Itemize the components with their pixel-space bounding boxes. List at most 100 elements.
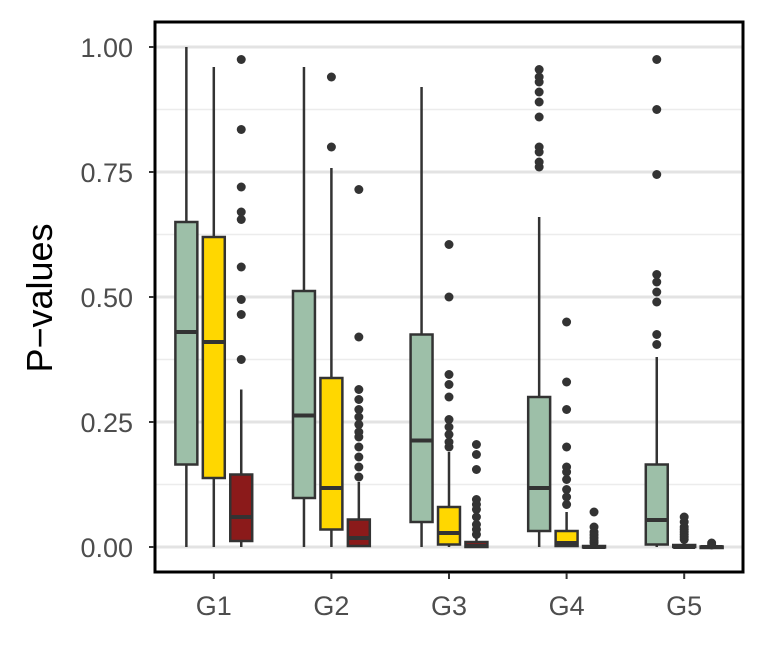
y-tick-label: 1.00 — [80, 33, 133, 63]
outlier-point — [562, 377, 572, 387]
box-group — [229, 55, 254, 547]
outlier-point — [354, 427, 364, 437]
box-group — [526, 65, 552, 547]
outlier-point — [444, 240, 454, 249]
y-tick-label: 0.00 — [80, 533, 133, 563]
outlier-point — [562, 317, 572, 327]
outlier-point — [444, 292, 454, 302]
box-group — [319, 72, 344, 547]
outlier-point — [236, 207, 246, 217]
outlier-point — [471, 520, 481, 529]
outlier-point — [652, 297, 662, 307]
outlier-point — [652, 287, 662, 297]
box — [319, 376, 344, 531]
outlier-point — [707, 538, 717, 548]
outlier-point — [354, 385, 364, 394]
outlier-point — [354, 332, 364, 342]
outlier-point — [354, 420, 364, 429]
outlier-point — [326, 142, 336, 152]
outlier-point — [471, 450, 481, 459]
box-group — [464, 440, 489, 549]
outlier-point — [534, 142, 544, 152]
outlier-point — [534, 65, 544, 74]
outlier-point — [562, 442, 572, 452]
outlier-point — [236, 355, 246, 364]
box — [201, 235, 227, 480]
x-tick-label: G3 — [431, 591, 467, 621]
box-group — [554, 317, 579, 548]
x-axis: G1 G2 G3 G4 G5 — [196, 573, 702, 621]
outlier-point — [652, 55, 662, 64]
box-group — [201, 67, 227, 547]
box — [346, 518, 372, 548]
outlier-point — [444, 380, 454, 389]
box-group — [671, 512, 697, 549]
outlier-point — [534, 112, 544, 122]
outlier-point — [562, 475, 572, 484]
outlier-point — [652, 170, 662, 179]
x-tick-label: G2 — [313, 591, 349, 621]
box-group — [699, 538, 724, 550]
outlier-point — [236, 262, 246, 272]
outlier-point — [236, 182, 246, 192]
box — [436, 505, 462, 546]
outlier-point — [236, 55, 246, 64]
box-group — [346, 185, 372, 548]
outlier-point — [534, 87, 544, 97]
outlier-point — [562, 462, 572, 472]
outlier-point — [354, 462, 364, 472]
box — [526, 395, 552, 533]
y-axis-title: P−values — [19, 223, 60, 372]
outlier-point — [354, 452, 364, 462]
outlier-point — [589, 522, 599, 532]
outlier-point — [354, 412, 364, 422]
y-tick-label: 0.25 — [80, 408, 133, 438]
box-groups — [174, 47, 724, 550]
outlier-point — [471, 495, 481, 504]
box-group — [174, 47, 199, 547]
outlier-point — [562, 500, 572, 509]
outlier-point — [652, 270, 662, 279]
outlier-point — [354, 442, 364, 452]
outlier-point — [236, 125, 246, 134]
outlier-point — [652, 277, 662, 287]
outlier-point — [562, 405, 572, 414]
box — [409, 333, 434, 524]
box-group — [409, 87, 434, 547]
outlier-point — [562, 492, 572, 502]
outlier-point — [354, 185, 364, 194]
outlier-point — [444, 430, 454, 439]
y-tick-label: 0.50 — [80, 283, 133, 313]
outlier-point — [589, 507, 599, 517]
outlier-point — [236, 295, 246, 304]
box-group — [291, 67, 317, 547]
outlier-point — [471, 440, 481, 449]
box — [644, 463, 669, 546]
box — [174, 220, 199, 466]
y-tick-label: 0.75 — [80, 158, 133, 188]
outlier-point — [471, 512, 481, 522]
outlier-point — [444, 415, 454, 424]
x-tick-label: G5 — [666, 591, 702, 621]
outlier-point — [354, 405, 364, 414]
box — [291, 289, 317, 500]
outlier-point — [652, 105, 662, 114]
box-group — [644, 55, 669, 547]
outlier-point — [534, 97, 544, 107]
y-axis: 0.00 0.25 0.50 0.75 1.00 — [80, 33, 154, 563]
x-tick-label: G4 — [549, 591, 585, 621]
outlier-point — [652, 340, 662, 349]
outlier-point — [444, 437, 454, 447]
box — [229, 473, 254, 543]
outlier-point — [652, 330, 662, 339]
outlier-point — [236, 215, 246, 224]
outlier-point — [534, 72, 544, 82]
outlier-point — [444, 422, 454, 432]
outlier-point — [354, 395, 364, 404]
outlier-point — [471, 465, 481, 474]
outlier-point — [326, 72, 336, 82]
box-group — [436, 240, 462, 547]
outlier-point — [236, 310, 246, 319]
x-tick-label: G1 — [196, 591, 232, 621]
